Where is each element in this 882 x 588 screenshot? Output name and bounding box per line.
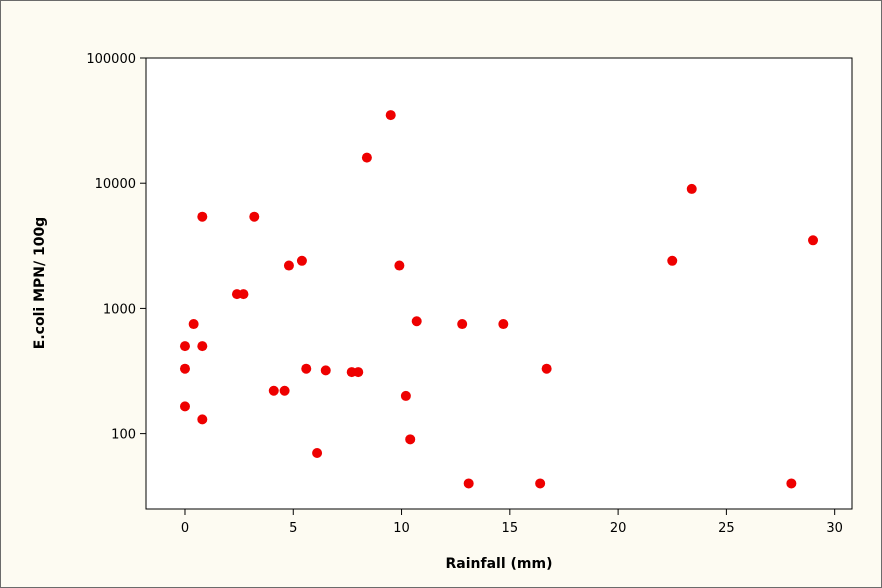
data-point [296,255,307,266]
data-point [179,363,190,374]
y-tick-label: 100000 [86,52,136,67]
y-axis-label: E.coli MPN/ 100g [32,217,48,349]
y-tick-label: 1000 [103,302,136,317]
data-point [686,183,697,194]
data-point [394,260,405,271]
data-points [179,110,819,489]
data-point [498,319,509,330]
data-point [197,341,208,352]
data-point [411,316,422,327]
data-point [353,367,364,378]
data-point [312,448,323,459]
data-point [197,414,208,425]
data-point [400,390,411,401]
x-tick-label: 30 [826,521,843,536]
x-axis-label: Rainfall (mm) [446,556,553,572]
data-point [179,401,190,412]
data-point [463,478,474,489]
x-tick-label: 25 [718,521,735,536]
data-point [541,363,552,374]
data-point [535,478,546,489]
data-point [268,385,279,396]
data-point [808,235,819,246]
data-point [179,341,190,352]
x-axis-ticks: 0 5 10 15 20 25 30 [181,509,843,536]
x-tick-label: 15 [502,521,519,536]
data-point [238,289,249,300]
data-point [361,152,372,163]
x-tick-label: 5 [289,521,297,536]
data-point [188,319,199,330]
data-point [457,319,468,330]
data-point [197,211,208,222]
y-tick-label: 100 [111,428,136,443]
y-tick-label: 10000 [95,177,136,192]
data-point [786,478,797,489]
y-axis-ticks: 100 1000 10000 100000 [86,52,146,443]
data-point [301,363,312,374]
data-point [249,211,260,222]
data-point [320,365,331,376]
x-tick-label: 0 [181,521,189,536]
x-tick-label: 10 [393,521,410,536]
data-point [667,255,678,266]
plot-area [145,57,853,510]
data-point [283,260,294,271]
data-point [279,385,290,396]
x-tick-label: 20 [610,521,627,536]
data-point [405,434,416,445]
data-point [385,110,396,121]
